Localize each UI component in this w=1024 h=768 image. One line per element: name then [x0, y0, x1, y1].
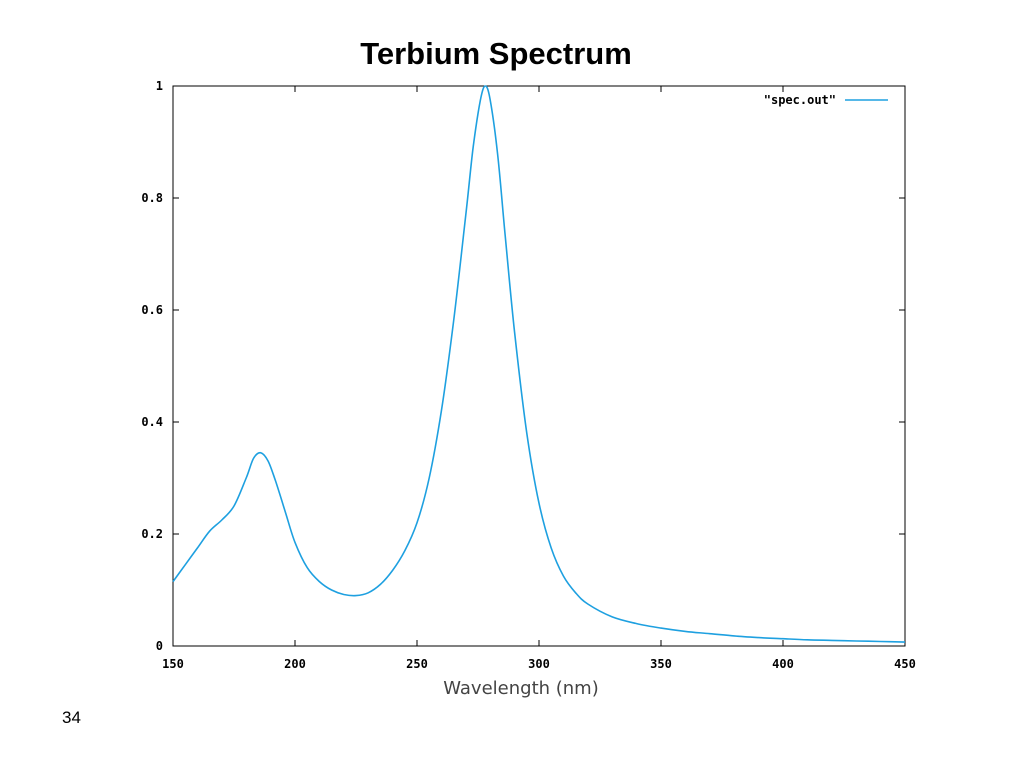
- x-tick-label: 450: [894, 657, 916, 671]
- y-tick-label: 0.4: [141, 415, 163, 429]
- series-line-spec-out: [172, 85, 906, 643]
- series-layer: [172, 85, 906, 643]
- x-tick-label: 350: [650, 657, 672, 671]
- y-tick-label: 0.8: [141, 191, 163, 205]
- x-tick-label: 250: [406, 657, 428, 671]
- legend: "spec.out": [764, 93, 888, 107]
- y-tick-label: 1: [156, 79, 163, 93]
- legend-label: "spec.out": [764, 93, 836, 107]
- x-tick-label: 200: [284, 657, 306, 671]
- y-axis-ticks: 0 0.2 0.4 0.6 0.8 1: [141, 79, 905, 653]
- plot-border: [172, 85, 906, 647]
- slide-title: Terbium Spectrum: [360, 36, 632, 71]
- x-tick-label: 400: [772, 657, 794, 671]
- plot-frame: [172, 85, 906, 647]
- page-number: 34: [62, 708, 81, 727]
- y-tick-label: 0: [156, 639, 163, 653]
- x-axis-ticks: 150 200 250 300 350 400 450: [162, 86, 916, 671]
- y-tick-label: 0.6: [141, 303, 163, 317]
- y-tick-label: 0.2: [141, 527, 163, 541]
- x-axis-label: Wavelength (nm): [443, 678, 599, 699]
- x-tick-label: 300: [528, 657, 550, 671]
- x-tick-label: 150: [162, 657, 184, 671]
